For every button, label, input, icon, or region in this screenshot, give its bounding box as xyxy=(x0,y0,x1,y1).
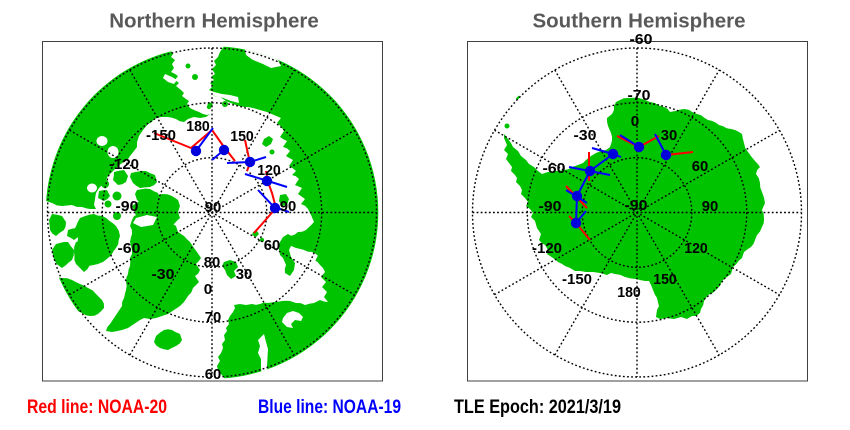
svg-text:30: 30 xyxy=(236,267,253,283)
svg-text:-90: -90 xyxy=(625,198,648,214)
svg-text:60: 60 xyxy=(205,367,222,383)
svg-text:-120: -120 xyxy=(532,241,562,257)
svg-text:180: 180 xyxy=(617,285,641,301)
svg-text:120: 120 xyxy=(684,241,708,257)
svg-text:150: 150 xyxy=(230,129,254,145)
svg-text:-90: -90 xyxy=(116,199,139,215)
svg-text:Red line: NOAA-20: Red line: NOAA-20 xyxy=(27,396,167,418)
svg-text:-70: -70 xyxy=(628,88,651,104)
svg-text:-30: -30 xyxy=(574,128,597,144)
svg-text:-60: -60 xyxy=(118,241,141,257)
svg-text:30: 30 xyxy=(661,128,678,144)
svg-text:90: 90 xyxy=(702,199,719,215)
svg-text:-150: -150 xyxy=(146,128,176,144)
svg-text:90: 90 xyxy=(205,200,222,216)
svg-text:120: 120 xyxy=(257,163,281,179)
svg-text:60: 60 xyxy=(692,159,709,175)
svg-text:Southern Hemisphere: Southern Hemisphere xyxy=(532,10,745,33)
svg-text:Northern Hemisphere: Northern Hemisphere xyxy=(109,10,319,33)
svg-text:60: 60 xyxy=(264,238,281,254)
svg-text:0: 0 xyxy=(204,282,213,298)
svg-text:0: 0 xyxy=(631,114,640,130)
svg-text:-90: -90 xyxy=(539,199,562,215)
svg-text:150: 150 xyxy=(653,272,677,288)
svg-text:80: 80 xyxy=(204,255,221,271)
svg-text:180: 180 xyxy=(186,119,210,135)
svg-text:-30: -30 xyxy=(152,267,175,283)
svg-text:-120: -120 xyxy=(109,157,139,173)
svg-text:90: 90 xyxy=(280,199,297,215)
svg-text:TLE Epoch: 2021/3/19: TLE Epoch: 2021/3/19 xyxy=(454,396,621,418)
svg-text:-150: -150 xyxy=(562,272,592,288)
svg-text:70: 70 xyxy=(205,310,222,326)
svg-text:Blue line: NOAA-19: Blue line: NOAA-19 xyxy=(258,396,401,418)
svg-text:-60: -60 xyxy=(630,32,653,48)
svg-text:-60: -60 xyxy=(543,161,566,177)
